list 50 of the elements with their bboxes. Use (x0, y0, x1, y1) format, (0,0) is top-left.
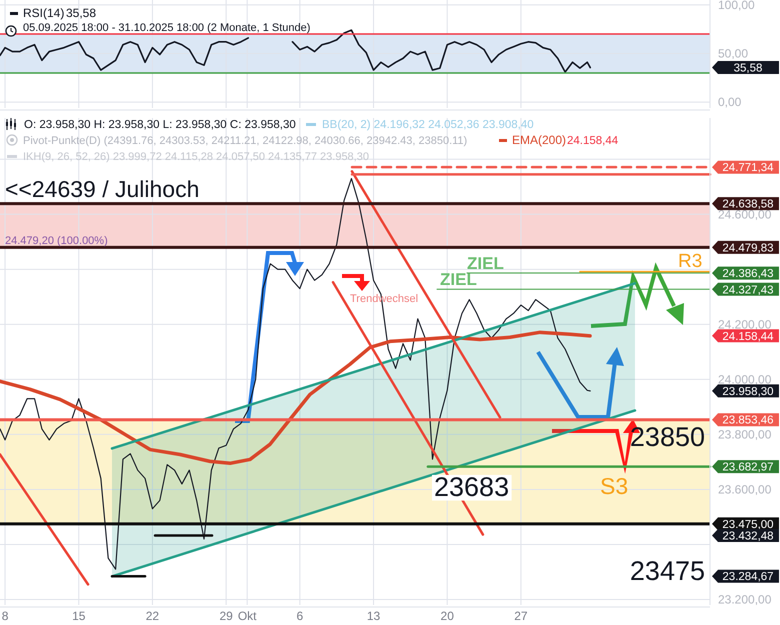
y-tick-label: 0,00 (718, 95, 742, 110)
text: 23.432,48 (722, 530, 774, 542)
text: 23.958,30 (722, 386, 774, 398)
x-tick-label: 6 (296, 609, 304, 623)
annotation: 23683 (434, 472, 510, 502)
text: 24.327,43 (722, 284, 774, 296)
annotation: <<24639 / Julihoch (5, 176, 200, 202)
y-tick-label: 50,00 (718, 46, 748, 61)
annotation: 23850 (630, 422, 705, 452)
text: 23.284,67 (722, 571, 774, 584)
legend-label: RSI(14) (23, 6, 64, 20)
y-tick-label: 23.200,00 (718, 592, 772, 606)
annotation: ZIEL (440, 270, 477, 289)
annotation: R3 (678, 251, 702, 272)
text: 23.682,97 (722, 462, 774, 474)
annotation: 24.158,44 (567, 135, 619, 147)
x-tick-label: Okt (238, 609, 258, 623)
y-tick-label: 23.800,00 (718, 427, 772, 442)
x-tick-label: 8 (2, 609, 9, 623)
ref-line-label: 24.479,83 (722, 242, 774, 254)
text: 24.771,34 (722, 162, 774, 174)
annotation: 05.09.2025 18:00 - 31.10.2025 18:00 (2 Monate, 1 Stunde) (23, 22, 310, 34)
text: 24.158,44 (722, 330, 774, 343)
annotation: S3 (600, 473, 628, 499)
annotation: O: 23.958,30 H: 23.958,30 L: 23.958,30 C: 23.958,30 (24, 119, 296, 131)
y-tick-label: 24.200,00 (718, 317, 772, 332)
annotation: Pivot-Punkte(D) (24391.76, 24303.53, 24211.21, 24122.98, 24030.66, 23942.43, 23850.11) (23, 135, 468, 147)
ref-line-label: 23.853,46 (722, 414, 774, 427)
annotation: 23475 (630, 556, 705, 586)
ref-line-label: 23.475,00 (722, 518, 774, 531)
x-tick-label: 13 (366, 609, 381, 623)
annotation: 24.479,20 (100.00%) (5, 235, 108, 247)
x-tick-label: 29 (219, 609, 234, 623)
y-tick-label: 23.600,00 (718, 482, 772, 496)
text: 24.386,43 (722, 268, 774, 280)
annotation: ZIEL (467, 254, 504, 273)
annotation: 35,58 (66, 6, 96, 20)
y-tick-label: 100,00 (718, 0, 756, 12)
x-tick-label: 15 (72, 609, 86, 623)
x-tick-label: 22 (146, 609, 160, 623)
ref-line-label: 24.638,58 (722, 198, 774, 211)
legend-label: EMA(200) (512, 133, 566, 147)
annotation: BB(20, 2) 24.196,32 24.052,36 23.908,40 (322, 119, 534, 131)
y-tick-label: 24.000,00 (718, 372, 772, 386)
annotation: IKH(9, 26, 52, 26) 23.999,72 24.115,28 24.057,50 24.135,77 23.958,30 (23, 151, 369, 163)
text: 35,58 (734, 62, 762, 74)
line-series (0, 178, 591, 570)
line-series (0, 330, 592, 466)
x-tick-label: 20 (440, 609, 454, 623)
x-tick-label: 27 (514, 609, 528, 623)
